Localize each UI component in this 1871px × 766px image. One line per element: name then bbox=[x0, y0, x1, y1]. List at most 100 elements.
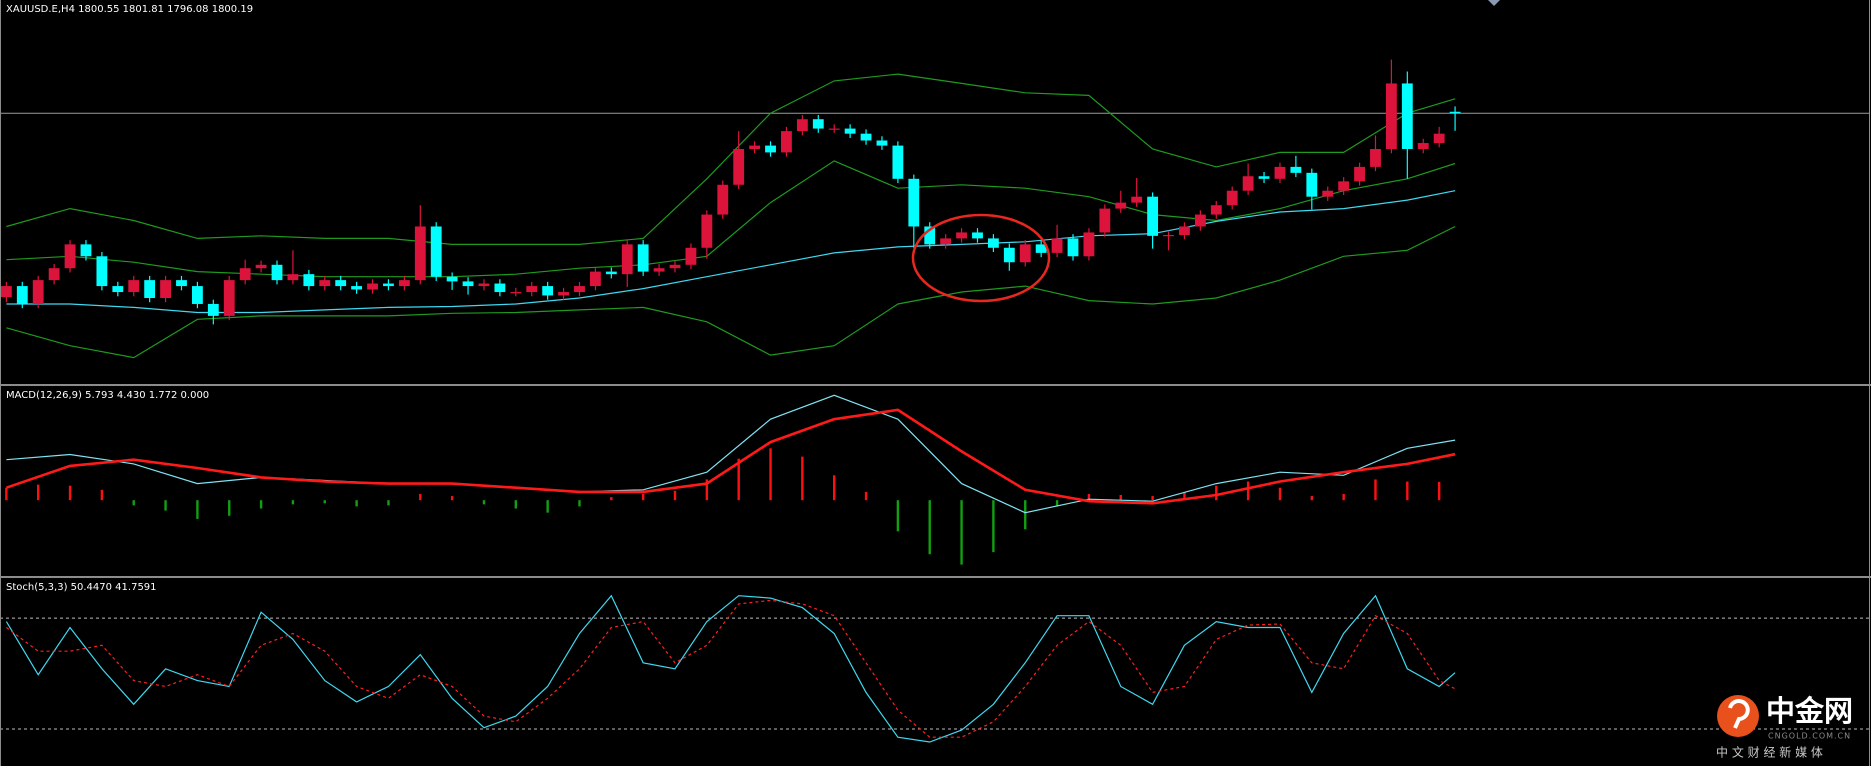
candle-body bbox=[1226, 190, 1238, 206]
candle-body bbox=[733, 149, 745, 185]
candle-body bbox=[685, 247, 697, 265]
candle-body bbox=[383, 283, 394, 287]
histogram-bar bbox=[387, 500, 390, 506]
candle-body bbox=[319, 280, 331, 287]
candle-body bbox=[1194, 214, 1206, 227]
indicator-line bbox=[5, 594, 1456, 743]
histogram-bar bbox=[769, 448, 772, 501]
candle-body bbox=[112, 286, 124, 293]
histogram-bar bbox=[801, 456, 804, 501]
candle-body bbox=[446, 276, 458, 282]
histogram-bar bbox=[419, 493, 422, 501]
candle-body bbox=[510, 292, 522, 294]
candle-body bbox=[0, 286, 12, 298]
candle-body bbox=[32, 280, 44, 304]
histogram-bar bbox=[546, 500, 549, 513]
logo-swirl bbox=[1728, 699, 1750, 729]
candle-body bbox=[701, 214, 713, 248]
histogram-bar bbox=[1310, 496, 1314, 501]
candle-body bbox=[1179, 226, 1190, 235]
candle-body bbox=[287, 274, 299, 281]
histogram-bar bbox=[450, 496, 454, 501]
candle-body bbox=[781, 131, 792, 153]
histogram-bar bbox=[673, 490, 677, 501]
candle-body bbox=[96, 256, 108, 287]
chart-layer: XAUUSD.E,H4 1800.55 1801.81 1796.08 1800… bbox=[0, 4, 1869, 743]
candle-body bbox=[558, 292, 569, 296]
candle-body bbox=[1131, 196, 1143, 203]
candle-body bbox=[271, 264, 283, 281]
histogram-bar bbox=[992, 500, 995, 553]
candle-body bbox=[940, 238, 952, 245]
candle-body bbox=[605, 271, 617, 275]
histogram-bar bbox=[960, 500, 963, 565]
histogram-bar bbox=[641, 493, 645, 501]
pane-title: XAUUSD.E,H4 1800.55 1801.81 1796.08 1800… bbox=[6, 4, 253, 15]
watermark: 中金网 CNGOLD.COM.CN 中 文 财 经 新 媒 体 bbox=[1716, 694, 1853, 760]
candle-body bbox=[16, 286, 28, 304]
candle-body bbox=[223, 280, 235, 316]
histogram-bar bbox=[228, 500, 231, 516]
candle-body bbox=[128, 280, 140, 293]
histogram-bar bbox=[1087, 493, 1091, 501]
histogram-bar bbox=[37, 484, 40, 501]
candle-body bbox=[1035, 244, 1047, 253]
candle-body bbox=[64, 244, 76, 269]
histogram-bar bbox=[164, 500, 167, 511]
candle-body bbox=[1210, 205, 1222, 215]
candle-body bbox=[637, 244, 649, 272]
candle-body bbox=[892, 145, 904, 179]
candle-body bbox=[207, 303, 219, 316]
histogram-bar bbox=[132, 500, 135, 506]
candle-body bbox=[462, 281, 474, 287]
indicator-line bbox=[6, 190, 1456, 314]
histogram-bar bbox=[100, 489, 104, 501]
candle-body bbox=[160, 280, 171, 299]
histogram-bar bbox=[833, 475, 836, 501]
candle-body bbox=[1322, 190, 1334, 197]
candle-body bbox=[765, 145, 776, 153]
candle-body bbox=[239, 268, 251, 281]
candle-body bbox=[972, 232, 983, 239]
histogram-bar bbox=[1024, 500, 1027, 530]
candle-body bbox=[48, 268, 60, 281]
candle-body bbox=[303, 274, 315, 287]
candle-body bbox=[1290, 166, 1302, 173]
histogram-bar bbox=[578, 500, 581, 507]
candle-body bbox=[398, 280, 410, 287]
candle-body bbox=[1258, 176, 1270, 179]
candle-body bbox=[80, 244, 92, 257]
histogram-bar bbox=[864, 491, 868, 501]
histogram-bar bbox=[291, 500, 295, 505]
indicator-line bbox=[5, 408, 1456, 505]
candle-body bbox=[1083, 232, 1095, 257]
candle-body bbox=[574, 286, 585, 293]
histogram-bar bbox=[705, 479, 709, 501]
candle-body bbox=[669, 264, 681, 269]
histogram-bar bbox=[1246, 481, 1250, 501]
histogram-bar bbox=[1374, 479, 1377, 501]
candle-body bbox=[1019, 244, 1031, 263]
histogram-bar bbox=[1151, 496, 1154, 501]
scroll-marker bbox=[1488, 0, 1500, 6]
candle-body bbox=[1051, 238, 1063, 253]
candle-body bbox=[367, 283, 378, 290]
candle-body bbox=[589, 271, 601, 287]
histogram-bar bbox=[5, 487, 8, 501]
candle-body bbox=[191, 286, 203, 304]
histogram-bar bbox=[514, 500, 518, 509]
candle-body bbox=[1306, 172, 1318, 197]
candle-body bbox=[351, 286, 363, 290]
candle-body bbox=[749, 145, 761, 150]
candle-body bbox=[1354, 166, 1365, 182]
candle-body bbox=[956, 232, 967, 239]
candle-body bbox=[812, 119, 824, 129]
candle-body bbox=[1147, 196, 1159, 236]
candle-body bbox=[1067, 238, 1079, 257]
logo-domain: CNGOLD.COM.CN bbox=[1768, 732, 1851, 741]
histogram-bar bbox=[68, 485, 72, 501]
histogram-bar bbox=[737, 458, 740, 501]
candle-body bbox=[796, 119, 808, 132]
candle-body bbox=[860, 133, 872, 141]
